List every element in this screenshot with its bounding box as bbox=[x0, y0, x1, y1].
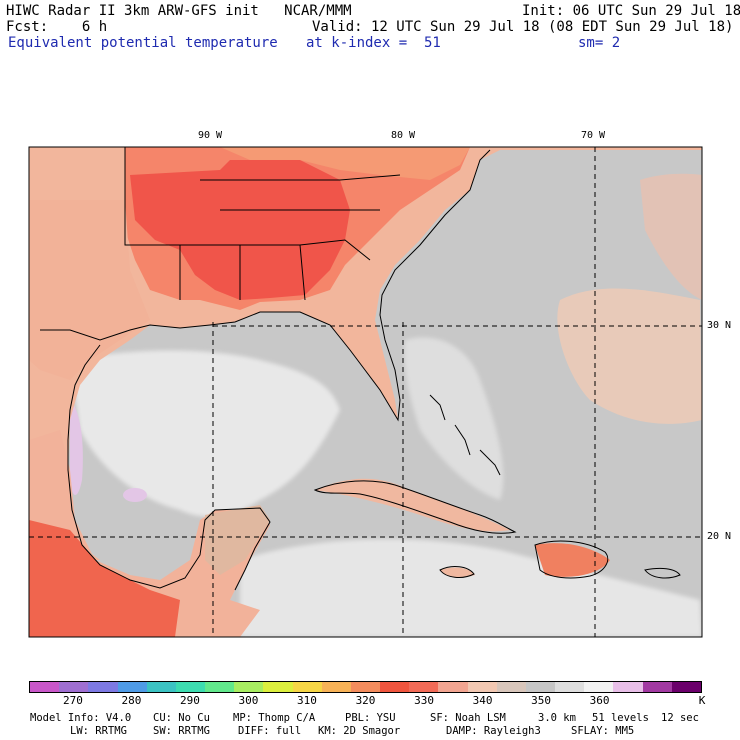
mexico-hot bbox=[29, 520, 180, 637]
map-frame bbox=[28, 146, 703, 638]
us-hottest bbox=[130, 160, 350, 300]
color-scale-label: 300 bbox=[238, 694, 259, 707]
cuba-warm bbox=[315, 478, 510, 532]
color-scale-label: 330 bbox=[414, 694, 434, 707]
purple-patch bbox=[70, 400, 83, 495]
color-scale-label: 270 bbox=[62, 694, 83, 707]
bahamas-3 bbox=[479, 449, 501, 476]
cuba-coast bbox=[313, 480, 517, 534]
east-warm-patch bbox=[640, 173, 702, 300]
color-scale-cell bbox=[438, 682, 468, 692]
color-scale-cell bbox=[380, 682, 410, 692]
atlantic-warm-patch bbox=[557, 288, 702, 424]
footer-levels: 51 levels bbox=[592, 712, 649, 724]
color-scale-cell bbox=[409, 682, 439, 692]
lat-label-20n: 20 N bbox=[707, 531, 732, 542]
smoothing-label: sm= 2 bbox=[578, 35, 621, 51]
color-scale-cell bbox=[321, 682, 351, 692]
jamaica-coast bbox=[439, 566, 475, 578]
color-scale-cell bbox=[467, 682, 497, 692]
color-scale-cell bbox=[234, 682, 264, 692]
valid-time: Valid: 12 UTC Sun 29 Jul 18 (08 EDT Sun … bbox=[312, 19, 734, 35]
hispaniola-coast bbox=[534, 540, 609, 579]
color-scale-cell bbox=[584, 682, 614, 692]
color-scale-cell bbox=[292, 682, 322, 692]
jamaica bbox=[440, 567, 475, 578]
puerto-rico-coast bbox=[644, 567, 681, 579]
color-scale-label: 360 bbox=[589, 694, 610, 707]
footer-timestep: 12 sec bbox=[661, 712, 699, 724]
color-scale-cell bbox=[263, 682, 293, 692]
footer-model-info: Model Info: V4.0 bbox=[30, 712, 132, 724]
color-scale-label: 320 bbox=[355, 694, 376, 707]
color-scale-cell bbox=[117, 682, 147, 692]
color-scale-cell bbox=[525, 682, 556, 692]
color-scale-cell bbox=[642, 682, 672, 692]
atlantic-light-region bbox=[404, 337, 504, 500]
color-scale-cell bbox=[59, 682, 89, 692]
state-lines bbox=[124, 147, 401, 301]
footer-sw: SW: RRTMG bbox=[153, 725, 210, 737]
color-scale-labels: 270 280 290 300 310 320 330 340 350 360 K bbox=[0, 694, 740, 707]
footer-sf: SF: Noah LSM bbox=[430, 712, 506, 724]
yucatan bbox=[205, 505, 270, 575]
gulf-coastline bbox=[40, 149, 491, 422]
color-scale-label: 310 bbox=[297, 694, 317, 707]
caribbean-light-region bbox=[240, 539, 702, 637]
color-scale-bar bbox=[29, 681, 702, 693]
bahamas-1 bbox=[429, 394, 446, 421]
color-scale-cell bbox=[30, 682, 60, 692]
color-scale-cell bbox=[146, 682, 176, 692]
texas-mexico-coast bbox=[67, 344, 271, 591]
west-warm bbox=[29, 200, 150, 380]
hispaniola-warm bbox=[535, 543, 610, 577]
color-scale-cell bbox=[613, 682, 643, 692]
color-scale-label: 290 bbox=[179, 694, 200, 707]
footer-pbl: PBL: YSU bbox=[345, 712, 396, 724]
footer-mp: MP: Thomp C/A bbox=[233, 712, 316, 724]
chart-title: HIWC Radar II 3km ARW-GFS init NCAR/MMM bbox=[6, 3, 352, 19]
footer-cu: CU: No Cu bbox=[153, 712, 210, 724]
level-label: at k-index = 51 bbox=[306, 35, 441, 51]
color-scale-label: 350 bbox=[531, 694, 551, 707]
color-scale-label: 280 bbox=[121, 694, 142, 707]
lon-label-70w: 70 W bbox=[581, 130, 606, 141]
color-scale-label: K bbox=[698, 694, 706, 707]
gulf-light-region bbox=[70, 350, 340, 517]
lat-label-30n: 30 N bbox=[707, 320, 732, 331]
color-scale-cell bbox=[175, 682, 206, 692]
forecast-hour: Fcst: 6 h bbox=[6, 19, 108, 35]
footer-sflay: SFLAY: MM5 bbox=[571, 725, 635, 737]
field-name: Equivalent potential temperature bbox=[8, 35, 278, 51]
init-time: Init: 06 UTC Sun 29 Jul 18 bbox=[522, 3, 740, 19]
lon-label-80w: 80 W bbox=[391, 130, 416, 141]
color-scale-cell bbox=[671, 682, 701, 692]
purple-patch-2 bbox=[123, 488, 147, 502]
color-scale-label: 340 bbox=[472, 694, 493, 707]
lon-label-90w: 90 W bbox=[198, 130, 223, 141]
footer-lw: LW: RRTMG bbox=[70, 725, 127, 737]
bahamas-2 bbox=[454, 424, 471, 456]
color-scale-cell bbox=[555, 682, 585, 692]
color-scale-cell bbox=[205, 682, 235, 692]
footer-diff: DIFF: full bbox=[238, 725, 302, 737]
footer-damp: DAMP: Rayleigh3 bbox=[446, 725, 541, 737]
footer-resolution: 3.0 km bbox=[538, 712, 576, 724]
us-hot-north bbox=[220, 147, 470, 180]
color-scale-cell bbox=[496, 682, 526, 692]
footer-km: KM: 2D Smagor bbox=[318, 725, 401, 737]
color-scale-cell bbox=[350, 682, 381, 692]
color-scale-cell bbox=[88, 682, 118, 692]
